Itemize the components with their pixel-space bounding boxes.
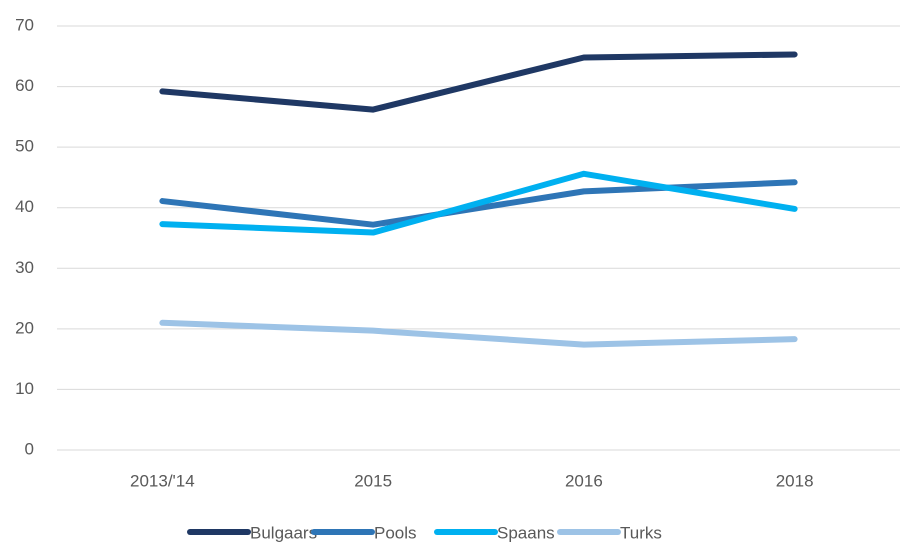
legend-label: Pools [374, 523, 417, 542]
y-tick-label: 60 [15, 76, 34, 95]
legend-label: Spaans [497, 523, 555, 542]
series-line [159, 319, 798, 348]
y-tick-label: 0 [25, 439, 34, 458]
legend-label: Bulgaars [250, 523, 317, 542]
y-tick-label: 10 [15, 379, 34, 398]
legend-label: Turks [620, 523, 662, 542]
series-line [159, 170, 798, 236]
x-tick-label: 2013/'14 [130, 471, 195, 490]
y-tick-label: 40 [15, 197, 34, 216]
x-tick-label: 2015 [354, 471, 392, 490]
x-tick-label: 2018 [776, 471, 814, 490]
y-tick-label: 70 [15, 15, 34, 34]
y-tick-label: 50 [15, 137, 34, 156]
y-tick-label: 20 [15, 318, 34, 337]
y-tick-label: 30 [15, 258, 34, 277]
series-line [159, 51, 798, 113]
series-line [159, 179, 798, 228]
x-tick-label: 2016 [565, 471, 603, 490]
